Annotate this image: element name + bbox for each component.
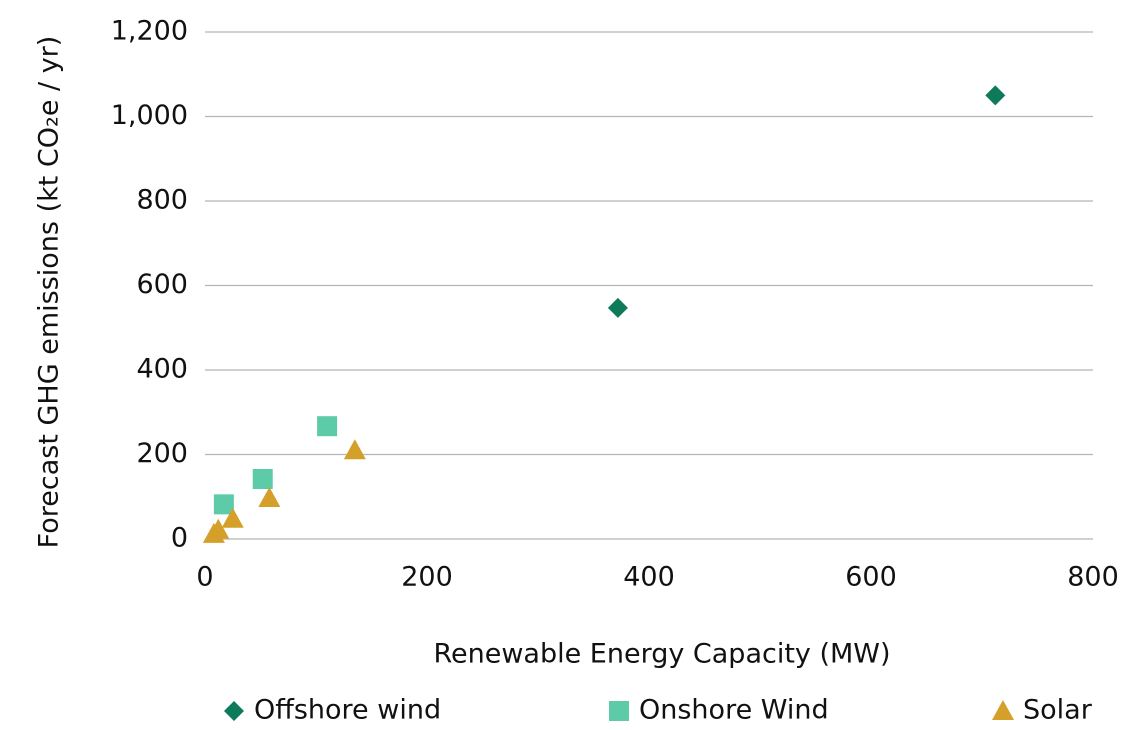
point	[207, 518, 230, 539]
point	[221, 507, 244, 528]
x-tick-label: 0	[196, 562, 213, 593]
legend-label: Solar	[1023, 695, 1093, 726]
x-axis-label: Renewable Energy Capacity (MW)	[433, 639, 890, 670]
y-tick-label: 400	[136, 354, 188, 385]
point	[985, 85, 1006, 106]
x-tick-label: 600	[845, 562, 897, 593]
legend-marker	[609, 701, 629, 721]
y-tick-label: 1,200	[111, 16, 188, 47]
x-tick-label: 800	[1067, 562, 1119, 593]
legend-label: Offshore wind	[254, 695, 441, 726]
point	[258, 487, 281, 508]
point	[343, 439, 366, 460]
x-tick-label: 400	[623, 562, 675, 593]
point	[213, 494, 234, 515]
y-tick-label: 800	[136, 185, 188, 216]
y-tick-label: 200	[136, 438, 188, 469]
legend-label: Onshore Wind	[639, 695, 829, 726]
point	[252, 469, 273, 490]
y-tick-label: 1,000	[111, 100, 188, 131]
legend-marker	[992, 700, 1014, 720]
y-tick-label: 0	[171, 523, 188, 554]
y-axis-label: Forecast GHG emissions (kt CO₂e / yr)	[34, 36, 65, 549]
point	[317, 416, 338, 437]
x-tick-label: 200	[401, 562, 453, 593]
y-tick-label: 600	[136, 269, 188, 300]
point	[607, 297, 628, 318]
legend-marker	[224, 701, 244, 721]
